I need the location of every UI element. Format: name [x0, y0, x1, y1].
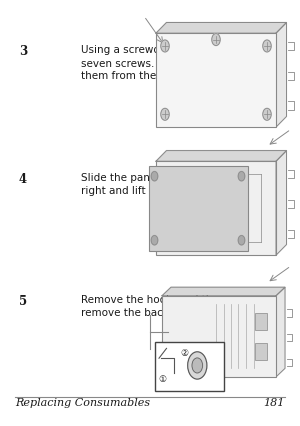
Text: 4: 4	[19, 173, 27, 185]
Circle shape	[263, 41, 271, 53]
Bar	[148, 166, 248, 251]
Polygon shape	[276, 288, 285, 377]
Circle shape	[238, 172, 245, 181]
Text: ①: ①	[158, 374, 166, 383]
Bar	[156, 34, 276, 128]
Circle shape	[161, 41, 169, 53]
Bar	[154, 342, 224, 391]
Circle shape	[192, 358, 202, 373]
Bar	[156, 162, 276, 256]
Circle shape	[212, 35, 220, 46]
Bar	[255, 343, 267, 360]
Circle shape	[151, 172, 158, 181]
Bar	[162, 296, 276, 377]
Text: 181: 181	[264, 397, 285, 407]
Circle shape	[238, 236, 245, 245]
Text: Using a screwdriver, loosen the
seven screws. (Do not remove
them from the print: Using a screwdriver, loosen the seven sc…	[81, 45, 245, 81]
Circle shape	[151, 236, 158, 245]
Text: 3: 3	[19, 45, 27, 58]
Circle shape	[161, 109, 169, 121]
Polygon shape	[156, 23, 286, 34]
Text: 5: 5	[19, 294, 27, 307]
Polygon shape	[162, 288, 285, 296]
Bar	[255, 313, 267, 330]
Text: ②: ②	[181, 348, 189, 357]
Polygon shape	[276, 151, 286, 256]
Text: Replacing Consumables: Replacing Consumables	[15, 397, 150, 407]
Polygon shape	[276, 23, 286, 128]
Text: Remove the hook, and then
remove the backup battery.: Remove the hook, and then remove the bac…	[81, 294, 225, 317]
Circle shape	[188, 352, 207, 379]
Circle shape	[263, 109, 271, 121]
Text: Slide the panel slightly to the
right and lift it off the printer.: Slide the panel slightly to the right an…	[81, 173, 235, 196]
Polygon shape	[156, 151, 286, 162]
